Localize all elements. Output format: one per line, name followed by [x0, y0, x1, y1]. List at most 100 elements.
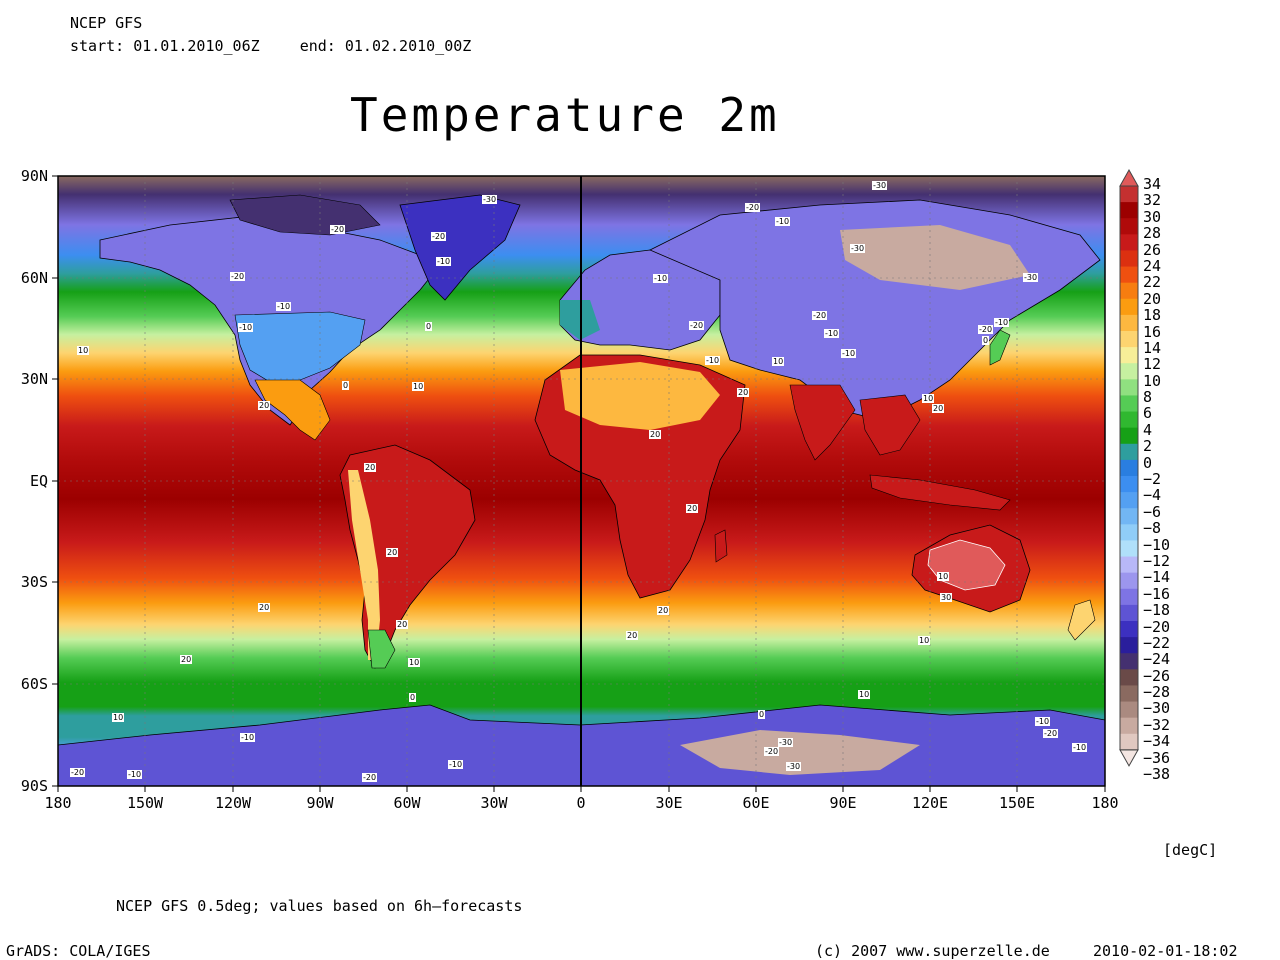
lon-label-180w: 180 [44, 794, 72, 812]
timestamp: 2010-02-01-18:02 [1093, 942, 1238, 960]
contour-label: -10 [824, 329, 840, 338]
contour-label: 30 [940, 593, 953, 602]
lat-label-90n: 90N [20, 167, 48, 185]
colorbar-swatch [1120, 492, 1138, 509]
colorbar-swatch [1120, 298, 1138, 316]
colorbar-swatch [1120, 733, 1138, 751]
colorbar-label: −12 [1143, 551, 1171, 570]
colorbar-swatch [1120, 459, 1138, 477]
colorbar-label: −2 [1143, 470, 1162, 488]
grads-credit: GrADS: COLA/IGES [6, 942, 151, 960]
colorbar-swatch [1120, 621, 1138, 638]
model-name: NCEP GFS [70, 14, 143, 32]
colorbar-label: 34 [1143, 175, 1162, 193]
colorbar-swatch [1120, 524, 1138, 541]
colorbar-label: 10 [1143, 371, 1162, 390]
colorbar-swatch [1120, 234, 1138, 251]
colorbar-label: 20 [1143, 289, 1162, 308]
colorbar-label: 4 [1143, 420, 1153, 439]
new-zealand [1067, 599, 1096, 641]
madagascar [714, 529, 728, 563]
contour-label: 20 [649, 430, 662, 439]
contour-label: -30 [1023, 273, 1039, 282]
colorbar-swatch [1120, 218, 1138, 235]
lon-label-120w: 120W [214, 794, 252, 812]
colorbar-label: −16 [1143, 584, 1171, 603]
colorbar-label: 22 [1143, 273, 1162, 292]
colorbar-label: 18 [1143, 306, 1162, 325]
contour-label: -20 [689, 321, 705, 330]
colorbar-label: 14 [1143, 338, 1162, 357]
colorbar-label: 28 [1143, 224, 1162, 243]
contour-label: 0 [982, 336, 990, 345]
colorbar-swatch [1120, 395, 1138, 413]
contour-label: -10 [436, 257, 452, 266]
end-label: end: [299, 37, 336, 55]
lon-label-30w: 30W [480, 794, 508, 812]
colorbar-label: 12 [1143, 355, 1162, 374]
contour-label: -20 [330, 225, 346, 234]
contour-label: -10 [1035, 717, 1051, 726]
colorbar-swatch [1120, 540, 1138, 558]
contour-label: 0 [409, 693, 417, 702]
contour-label: -20 [230, 272, 246, 281]
lon-label-90e: 90E [829, 794, 857, 812]
axis-ticks [52, 175, 1106, 792]
colorbar-label: −22 [1143, 633, 1171, 652]
copyright: (c) 2007 www.superzelle.de [815, 942, 1050, 960]
colorbar-label: −36 [1143, 748, 1171, 767]
colorbar-label: −34 [1143, 732, 1171, 751]
colorbar-swatch [1120, 379, 1138, 396]
colorbar-swatch [1120, 266, 1138, 284]
source-note: NCEP GFS 0.5deg; values based on 6h—fore… [116, 897, 523, 915]
colorbar-label: −30 [1143, 699, 1171, 718]
lon-label-0: 0 [576, 794, 586, 812]
colorbar-swatch [1120, 588, 1138, 606]
contour-label: 10 [112, 713, 125, 722]
colorbar-max-arrow [1119, 168, 1139, 187]
contour-label: 20 [396, 620, 409, 629]
contour-label: 0 [425, 322, 433, 331]
lat-label-30n: 30N [20, 370, 48, 388]
colorbar-swatch [1120, 508, 1138, 525]
colorbar-min-arrow [1119, 749, 1139, 767]
contour-label: 20 [737, 388, 750, 397]
contour-label: -20 [431, 232, 447, 241]
siberia-cold-region [840, 225, 1030, 290]
andes-cool-strip [348, 470, 380, 660]
contour-label: 0 [758, 710, 766, 719]
contour-label: 10 [77, 346, 90, 355]
contour-label: -30 [872, 181, 888, 190]
forecast-period: start: 01.01.2010_06Z end: 01.02.2010_00… [70, 38, 471, 54]
lon-label-150w: 150W [126, 794, 164, 812]
colorbar-label: −20 [1143, 617, 1171, 636]
colorbar-label: 8 [1143, 388, 1153, 407]
colorbar-swatch [1120, 685, 1138, 703]
colorbar-label: −26 [1143, 666, 1171, 685]
contour-label: -20 [70, 768, 86, 777]
colorbar-label: 0 [1143, 453, 1153, 472]
colorbar-swatch [1120, 556, 1138, 574]
lon-label-60w: 60W [393, 794, 421, 812]
colorbar-label: −4 [1143, 486, 1162, 505]
mexico-warm-region [254, 379, 331, 441]
colorbar-label: −8 [1143, 519, 1162, 538]
colorbar-swatch [1120, 250, 1138, 268]
colorbar-label: 16 [1143, 322, 1162, 341]
colorbar-swatch [1120, 669, 1138, 686]
contour-label: 10 [772, 357, 785, 366]
colorbar-label: −28 [1143, 683, 1171, 702]
end-value: 01.02.2010_00Z [344, 37, 472, 55]
colorbar-swatch [1120, 572, 1138, 590]
contour-label: -10 [127, 770, 143, 779]
contour-label: 20 [626, 631, 639, 640]
contour-label: -20 [362, 773, 378, 782]
colorbar-label: −32 [1143, 715, 1171, 734]
contour-label: 20 [657, 606, 670, 615]
europe-landmass [559, 249, 721, 351]
colorbar-label: 24 [1143, 256, 1162, 275]
colorbar-swatch [1120, 282, 1138, 300]
patagonia-cool-region [367, 629, 396, 669]
contour-label: 20 [932, 404, 945, 413]
contour-label: -10 [238, 323, 254, 332]
